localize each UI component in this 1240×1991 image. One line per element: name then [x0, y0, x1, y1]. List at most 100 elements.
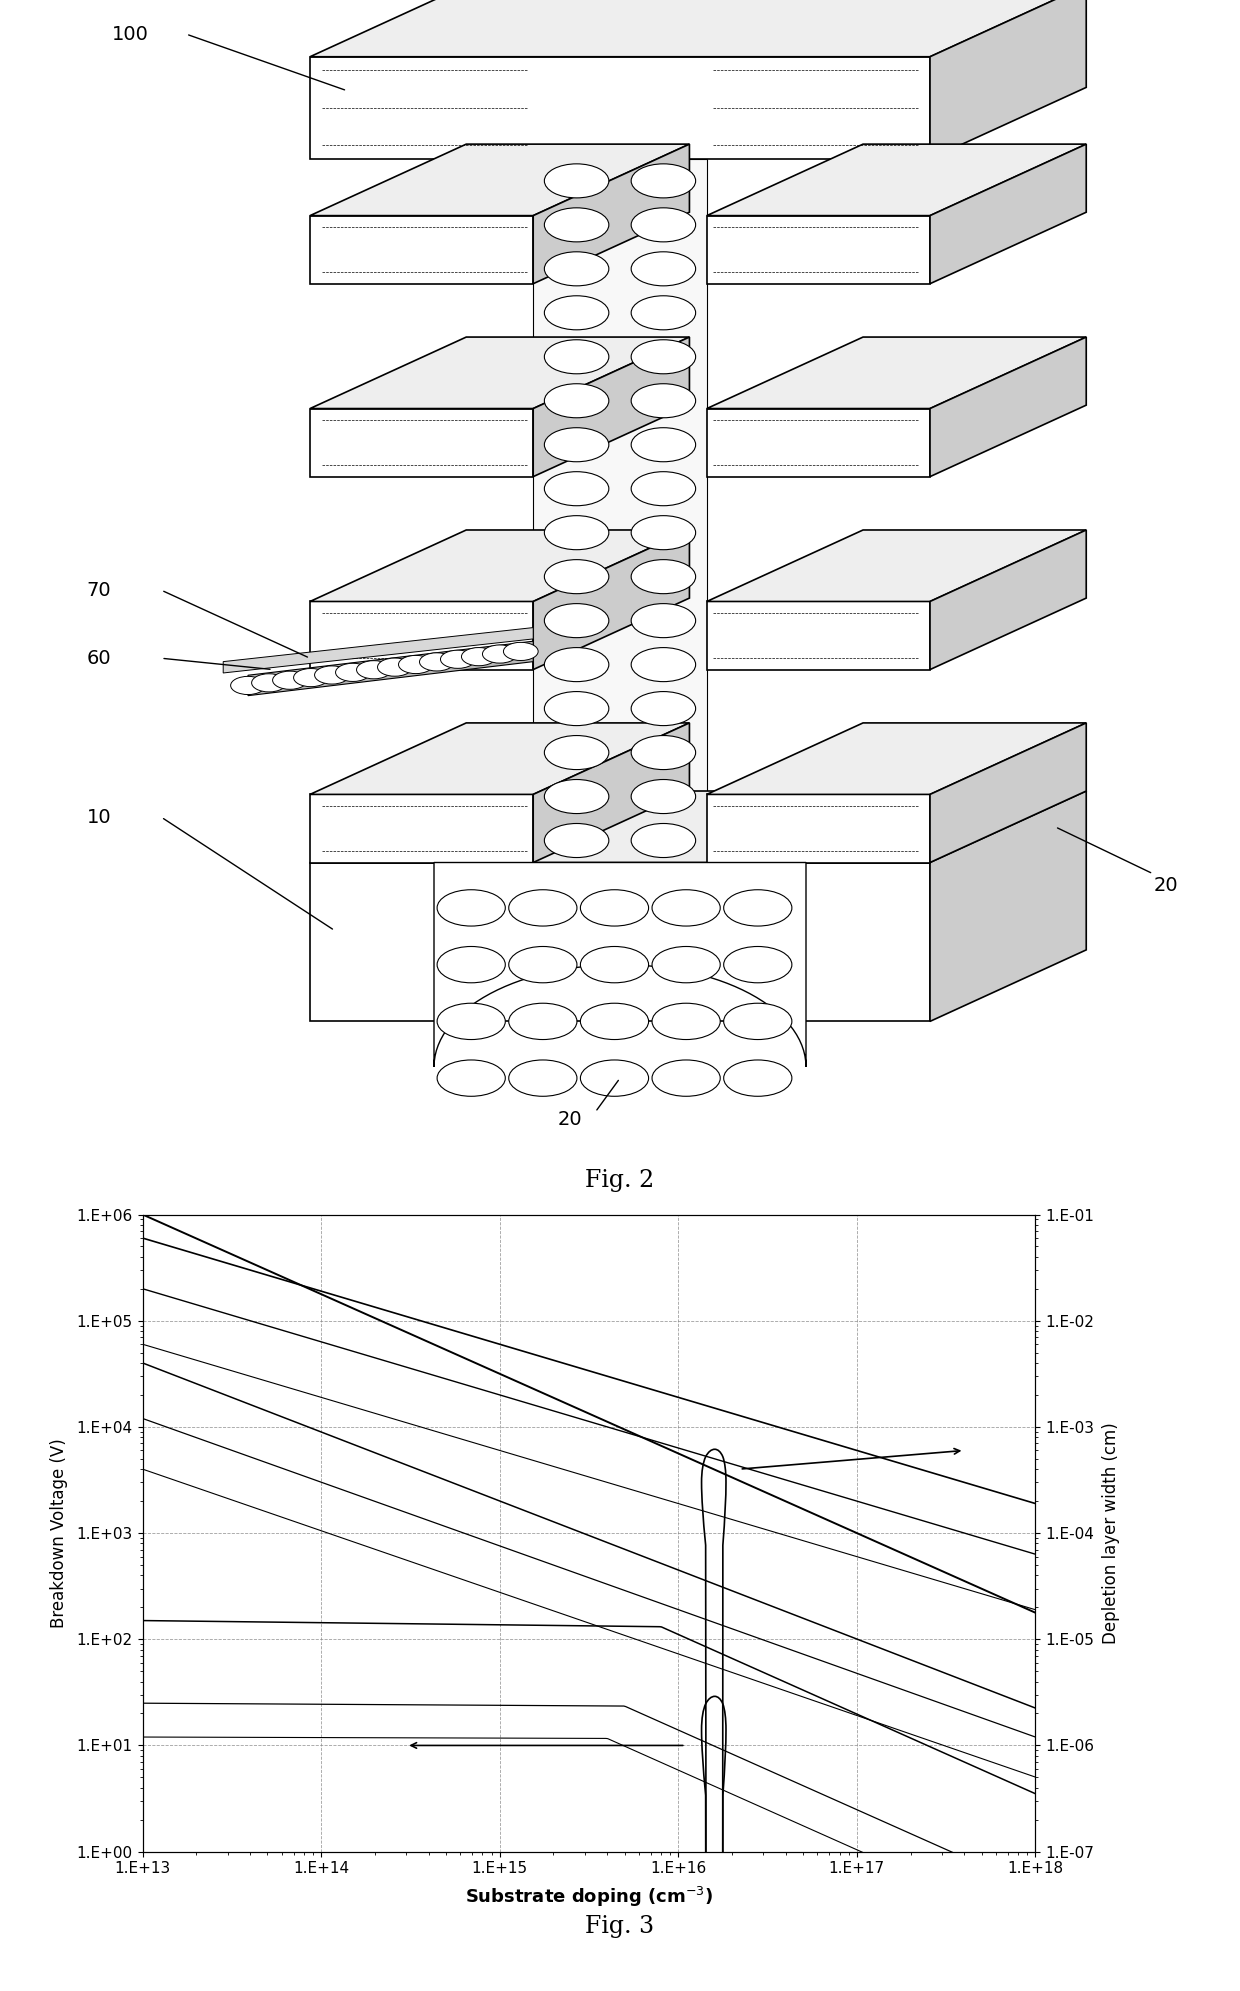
Polygon shape: [310, 790, 1086, 862]
Ellipse shape: [315, 665, 350, 685]
Ellipse shape: [482, 645, 517, 663]
Ellipse shape: [336, 663, 371, 681]
Ellipse shape: [580, 1003, 649, 1039]
Text: Fig. 2: Fig. 2: [585, 1169, 655, 1193]
Ellipse shape: [580, 1059, 649, 1097]
Ellipse shape: [652, 890, 720, 926]
Text: Fig. 3: Fig. 3: [585, 1915, 655, 1939]
Ellipse shape: [508, 946, 577, 984]
Ellipse shape: [631, 735, 696, 771]
Ellipse shape: [724, 946, 792, 984]
Ellipse shape: [631, 559, 696, 593]
Polygon shape: [310, 862, 930, 1021]
Polygon shape: [707, 530, 1086, 601]
Polygon shape: [533, 723, 689, 862]
Ellipse shape: [440, 651, 475, 669]
Ellipse shape: [544, 691, 609, 725]
Ellipse shape: [503, 643, 538, 661]
Ellipse shape: [724, 890, 792, 926]
Ellipse shape: [544, 340, 609, 374]
Ellipse shape: [419, 653, 454, 671]
Ellipse shape: [294, 669, 329, 687]
Polygon shape: [310, 794, 533, 862]
Polygon shape: [707, 408, 930, 476]
Ellipse shape: [652, 1003, 720, 1039]
Ellipse shape: [544, 251, 609, 287]
Ellipse shape: [436, 890, 506, 926]
Ellipse shape: [631, 384, 696, 418]
Ellipse shape: [631, 691, 696, 725]
Ellipse shape: [631, 472, 696, 506]
Polygon shape: [930, 0, 1086, 159]
Ellipse shape: [377, 659, 412, 677]
Ellipse shape: [544, 559, 609, 593]
Text: 100: 100: [112, 24, 149, 44]
Ellipse shape: [631, 340, 696, 374]
Text: 10: 10: [87, 808, 112, 826]
Polygon shape: [310, 601, 533, 669]
Polygon shape: [533, 530, 689, 669]
X-axis label: Substrate doping (cm$^{-3}$): Substrate doping (cm$^{-3}$): [465, 1885, 713, 1909]
Ellipse shape: [631, 780, 696, 814]
Polygon shape: [533, 159, 707, 862]
Y-axis label: Breakdown Voltage (V): Breakdown Voltage (V): [51, 1438, 68, 1629]
Ellipse shape: [436, 1003, 506, 1039]
Ellipse shape: [631, 251, 696, 287]
Ellipse shape: [631, 297, 696, 331]
Polygon shape: [223, 627, 533, 673]
Ellipse shape: [544, 647, 609, 681]
Ellipse shape: [544, 207, 609, 241]
Ellipse shape: [544, 824, 609, 858]
Ellipse shape: [508, 1003, 577, 1039]
Ellipse shape: [652, 1059, 720, 1097]
Ellipse shape: [357, 661, 392, 679]
Ellipse shape: [273, 671, 308, 689]
Polygon shape: [930, 143, 1086, 285]
Ellipse shape: [544, 516, 609, 550]
Polygon shape: [533, 143, 689, 285]
Polygon shape: [310, 336, 689, 408]
Ellipse shape: [631, 603, 696, 637]
Ellipse shape: [652, 946, 720, 984]
Ellipse shape: [631, 516, 696, 550]
Ellipse shape: [724, 1059, 792, 1097]
Y-axis label: Depletion layer width (cm): Depletion layer width (cm): [1102, 1422, 1121, 1645]
Ellipse shape: [544, 472, 609, 506]
Polygon shape: [310, 215, 533, 285]
Polygon shape: [310, 0, 1086, 56]
Ellipse shape: [580, 890, 649, 926]
Polygon shape: [310, 408, 533, 476]
Polygon shape: [707, 143, 1086, 215]
Polygon shape: [930, 336, 1086, 476]
Polygon shape: [930, 723, 1086, 862]
Polygon shape: [707, 794, 930, 862]
Polygon shape: [310, 143, 689, 215]
Ellipse shape: [252, 673, 286, 693]
Ellipse shape: [508, 890, 577, 926]
Ellipse shape: [544, 428, 609, 462]
Ellipse shape: [631, 647, 696, 681]
Ellipse shape: [631, 824, 696, 858]
Polygon shape: [707, 336, 1086, 408]
Polygon shape: [707, 601, 930, 669]
Ellipse shape: [580, 946, 649, 984]
Text: 60: 60: [87, 649, 112, 667]
Polygon shape: [533, 336, 689, 476]
Ellipse shape: [544, 603, 609, 637]
Ellipse shape: [544, 735, 609, 771]
Polygon shape: [707, 723, 1086, 794]
Text: 70: 70: [87, 581, 112, 599]
Ellipse shape: [631, 428, 696, 462]
Polygon shape: [310, 723, 689, 794]
Ellipse shape: [724, 1003, 792, 1039]
Ellipse shape: [436, 1059, 506, 1097]
Polygon shape: [930, 790, 1086, 1021]
Ellipse shape: [231, 677, 265, 695]
Ellipse shape: [461, 647, 496, 665]
Text: 20: 20: [558, 1111, 583, 1129]
Ellipse shape: [436, 946, 506, 984]
Polygon shape: [930, 530, 1086, 669]
Ellipse shape: [631, 163, 696, 197]
Polygon shape: [707, 215, 930, 285]
Ellipse shape: [631, 207, 696, 241]
